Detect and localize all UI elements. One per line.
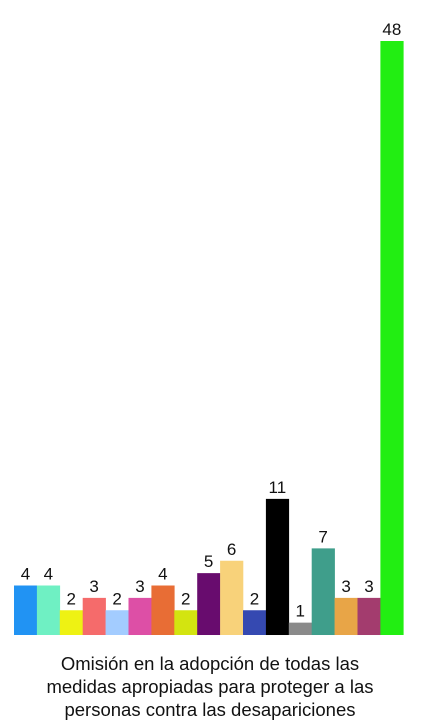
caption-line-3: personas contra las desapariciones — [64, 699, 355, 720]
bar-value-label-10: 6 — [227, 540, 236, 559]
bar-value-label-3: 2 — [67, 589, 76, 608]
bar-3 — [60, 610, 83, 635]
bar-15 — [335, 598, 358, 635]
bar-value-label-14: 7 — [318, 527, 327, 546]
bar-value-label-6: 3 — [135, 577, 144, 596]
bar-group — [14, 41, 404, 635]
bar-11 — [243, 610, 266, 635]
bar-12 — [266, 499, 289, 635]
bar-17 — [380, 41, 403, 635]
bar-value-label-17: 48 — [382, 20, 401, 39]
bar-value-label-11: 2 — [250, 589, 259, 608]
bar-2 — [37, 586, 60, 636]
bar-value-label-4: 3 — [89, 577, 98, 596]
bar-value-label-9: 5 — [204, 552, 213, 571]
bar-value-label-2: 4 — [44, 565, 53, 584]
bar-4 — [83, 598, 106, 635]
caption-line-1: Omisión en la adopción de todas las — [61, 653, 359, 674]
bar-13 — [289, 623, 312, 635]
bar-value-label-15: 3 — [341, 577, 350, 596]
bar-10 — [220, 561, 243, 635]
bar-16 — [358, 598, 381, 635]
bar-value-label-16: 3 — [364, 577, 373, 596]
bar-14 — [312, 548, 335, 635]
bar-value-label-12: 11 — [269, 478, 287, 497]
bar-value-label-1: 4 — [21, 565, 30, 584]
chart-caption: Omisión en la adopción de todas las medi… — [46, 653, 373, 720]
bar-7 — [151, 586, 174, 636]
bar-value-label-7: 4 — [158, 565, 167, 584]
bar-1 — [14, 586, 37, 636]
bar-value-label-5: 2 — [112, 589, 121, 608]
bar-6 — [129, 598, 152, 635]
bar-value-label-8: 2 — [181, 589, 190, 608]
bar-5 — [106, 610, 129, 635]
bar-9 — [197, 573, 220, 635]
bar-value-label-13: 1 — [296, 602, 305, 621]
caption-line-2: medidas apropiadas para proteger a las — [46, 676, 373, 697]
bar-8 — [174, 610, 197, 635]
